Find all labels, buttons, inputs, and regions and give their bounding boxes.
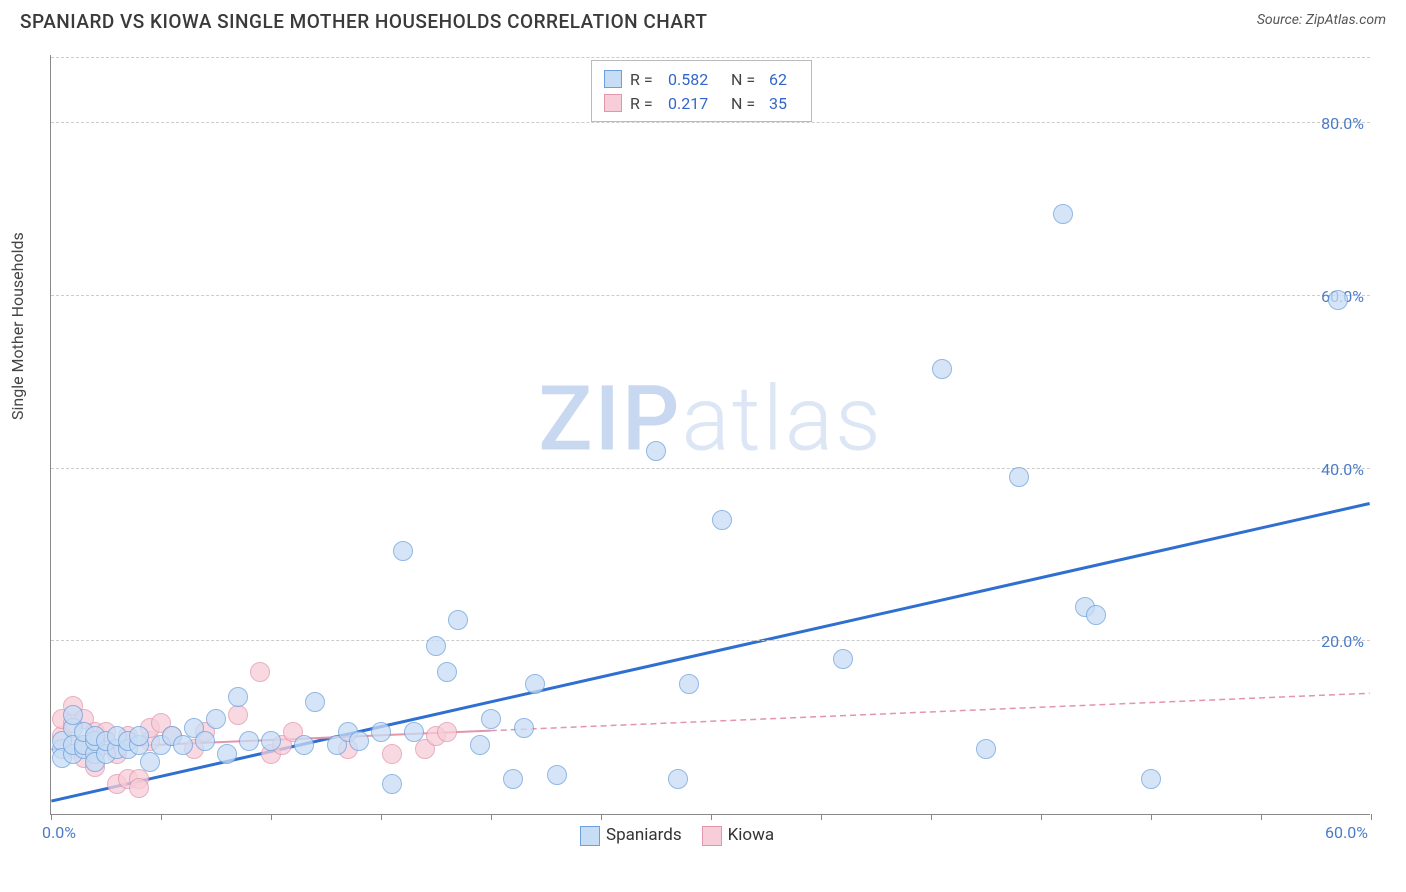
scatter-point	[382, 744, 402, 764]
y-axis-label: Single Mother Households	[8, 232, 27, 420]
x-tick	[1371, 814, 1372, 820]
x-tick	[821, 814, 822, 820]
r-label: R =	[630, 94, 660, 113]
scatter-point	[228, 705, 248, 725]
scatter-point	[547, 765, 567, 785]
legend-swatch	[604, 94, 622, 112]
scatter-point	[228, 687, 248, 707]
scatter-point	[129, 726, 149, 746]
watermark: ZIPatlas	[538, 367, 883, 472]
scatter-point	[976, 739, 996, 759]
gridline	[51, 122, 1370, 123]
trendline	[491, 693, 1370, 730]
source-attribution: Source: ZipAtlas.com	[1257, 12, 1386, 28]
scatter-point	[294, 735, 314, 755]
x-tick	[381, 814, 382, 820]
scatter-point	[437, 722, 457, 742]
trendlines-svg	[51, 55, 1370, 814]
scatter-point	[1141, 769, 1161, 789]
trendline	[51, 504, 1369, 802]
series-legend: Spaniards Kiowa	[580, 825, 774, 846]
x-tick	[1151, 814, 1152, 820]
scatter-point	[514, 718, 534, 738]
scatter-point	[470, 735, 490, 755]
gridline	[51, 640, 1370, 641]
scatter-point	[239, 731, 259, 751]
scatter-point	[833, 649, 853, 669]
x-tick	[1041, 814, 1042, 820]
r-value: 0.582	[668, 70, 723, 89]
r-label: R =	[630, 70, 660, 89]
scatter-point	[1009, 467, 1029, 487]
n-value: 35	[769, 94, 799, 113]
y-tick-label: 80.0%	[1321, 114, 1364, 133]
scatter-point	[140, 752, 160, 772]
scatter-point	[349, 731, 369, 751]
y-tick-label: 20.0%	[1321, 632, 1364, 651]
scatter-point	[932, 359, 952, 379]
gridline	[51, 468, 1370, 469]
x-tick	[711, 814, 712, 820]
x-tick	[491, 814, 492, 820]
x-tick-label: 0.0%	[42, 823, 76, 842]
scatter-point	[393, 541, 413, 561]
legend-item: Spaniards	[580, 825, 682, 846]
legend-swatch	[604, 70, 622, 88]
watermark-atlas: atlas	[681, 367, 882, 472]
x-tick	[1261, 814, 1262, 820]
x-tick	[161, 814, 162, 820]
scatter-point	[195, 731, 215, 751]
scatter-point	[712, 510, 732, 530]
scatter-point	[217, 744, 237, 764]
scatter-point	[404, 722, 424, 742]
scatter-point	[129, 778, 149, 798]
legend-item: Kiowa	[702, 825, 775, 846]
scatter-point	[525, 674, 545, 694]
legend-label: Kiowa	[728, 825, 775, 845]
chart-title: SPANIARD VS KIOWA SINGLE MOTHER HOUSEHOL…	[20, 10, 707, 33]
scatter-point	[261, 731, 281, 751]
scatter-point	[250, 662, 270, 682]
legend-swatch	[702, 826, 722, 846]
r-value: 0.217	[668, 94, 723, 113]
correlation-legend: R = 0.582 N = 62 R = 0.217 N = 35	[591, 60, 812, 122]
scatter-point	[382, 774, 402, 794]
legend-row: R = 0.582 N = 62	[604, 67, 799, 91]
scatter-point	[679, 674, 699, 694]
x-tick	[51, 814, 52, 820]
scatter-point	[437, 662, 457, 682]
gridline	[51, 295, 1370, 296]
scatter-point	[503, 769, 523, 789]
x-tick	[931, 814, 932, 820]
scatter-point	[448, 610, 468, 630]
gridline	[51, 57, 1370, 58]
y-tick-label: 40.0%	[1321, 460, 1364, 479]
n-label: N =	[731, 70, 761, 89]
scatter-point	[173, 735, 193, 755]
scatter-point	[1086, 605, 1106, 625]
legend-swatch	[580, 826, 600, 846]
scatter-point	[426, 636, 446, 656]
legend-row: R = 0.217 N = 35	[604, 91, 799, 115]
scatter-point	[206, 709, 226, 729]
scatter-point	[371, 722, 391, 742]
scatter-point	[668, 769, 688, 789]
plot-area: ZIPatlas R = 0.582 N = 62 R = 0.217 N = 35 20.0…	[50, 55, 1370, 815]
scatter-point	[305, 692, 325, 712]
x-tick	[601, 814, 602, 820]
scatter-point	[481, 709, 501, 729]
scatter-point	[646, 441, 666, 461]
scatter-point	[1328, 290, 1348, 310]
x-tick-label: 60.0%	[1325, 823, 1368, 842]
n-label: N =	[731, 94, 761, 113]
n-value: 62	[769, 70, 799, 89]
scatter-point	[1053, 204, 1073, 224]
x-tick	[271, 814, 272, 820]
legend-label: Spaniards	[606, 825, 682, 845]
